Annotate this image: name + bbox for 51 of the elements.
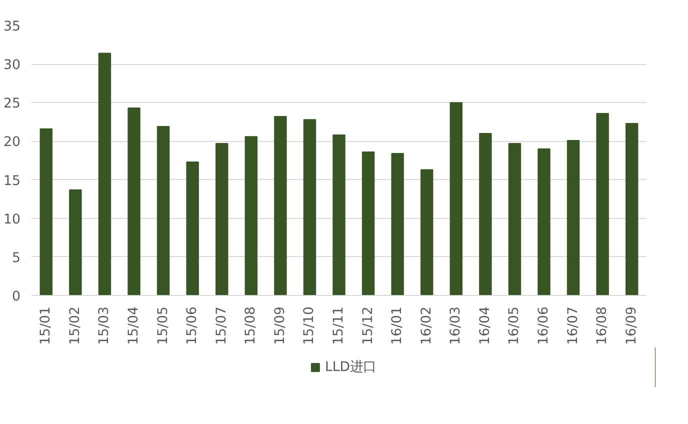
x-tick-label: 16/06 [536, 306, 552, 345]
y-tick-label: 35 [4, 20, 21, 34]
x-tick-label: 16/09 [624, 306, 640, 345]
bar [303, 119, 316, 296]
x-tick-label: 15/05 [156, 306, 171, 345]
x-tick-label: 15/11 [332, 306, 346, 345]
bar [450, 102, 462, 296]
y-tick-label: 15 [4, 174, 21, 189]
y-tick-label: 10 [4, 212, 21, 228]
x-tick-label: 15/04 [126, 306, 142, 345]
bar [538, 148, 550, 296]
x-tick-label: 16/02 [419, 306, 434, 345]
x-tick-label: 16/05 [507, 306, 522, 345]
legend-label: LLD进口 [324, 359, 376, 376]
x-tick-label: 16/07 [566, 306, 581, 345]
bar [626, 122, 638, 296]
bar [69, 189, 82, 296]
bar [244, 136, 258, 296]
x-tick-label: 16/03 [448, 306, 464, 345]
bar [332, 134, 346, 296]
bar [186, 162, 199, 296]
bar [362, 152, 375, 296]
x-tick-label: 15/10 [302, 306, 318, 345]
x-tick-label: 15/01 [38, 306, 54, 345]
bar [420, 169, 434, 296]
x-tick-label: 15/08 [244, 306, 259, 345]
bar [128, 108, 140, 296]
x-tick-label: 15/02 [68, 306, 83, 345]
y-tick-label: 0 [12, 290, 21, 304]
x-tick-label: 16/08 [595, 306, 610, 345]
bar [98, 52, 112, 296]
bar [40, 128, 52, 296]
x-tick-label: 15/03 [97, 306, 112, 345]
x-tick-label: 16/04 [478, 306, 493, 345]
x-tick-label: 15/07 [214, 306, 230, 345]
bar [216, 143, 228, 296]
bar [479, 133, 492, 296]
bar [596, 112, 609, 296]
x-tick-label: 16/01 [390, 306, 406, 345]
bar [391, 153, 404, 296]
bar [508, 143, 522, 296]
y-tick-label: 20 [4, 135, 21, 150]
x-tick-label: 15/12 [360, 306, 376, 345]
x-tick-label: 15/09 [272, 306, 288, 345]
bar [156, 126, 170, 296]
bar [566, 140, 580, 296]
y-tick-label: 5 [12, 250, 21, 266]
bar [274, 116, 287, 296]
x-tick-label: 15/06 [185, 306, 200, 345]
y-tick-label: 25 [4, 96, 21, 112]
y-tick-label: 30 [4, 58, 21, 74]
